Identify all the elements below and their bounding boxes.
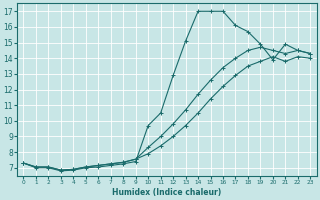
X-axis label: Humidex (Indice chaleur): Humidex (Indice chaleur) — [112, 188, 221, 197]
